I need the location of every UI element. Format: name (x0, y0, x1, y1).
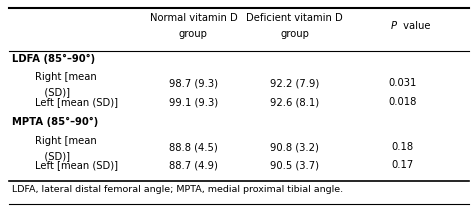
Text: 90.5 (3.7): 90.5 (3.7) (270, 159, 319, 170)
Text: 99.1 (9.3): 99.1 (9.3) (169, 97, 218, 107)
Text: MPTA (85°–90°): MPTA (85°–90°) (12, 116, 98, 126)
Text: Deficient vitamin D: Deficient vitamin D (246, 13, 343, 23)
Text: group: group (280, 28, 309, 38)
Text: 0.18: 0.18 (392, 141, 414, 151)
Text: LDFA, lateral distal femoral angle; MPTA, medial proximal tibial angle.: LDFA, lateral distal femoral angle; MPTA… (12, 184, 343, 193)
Text: Left [mean (SD)]: Left [mean (SD)] (35, 159, 118, 170)
Text: 0.031: 0.031 (388, 78, 417, 88)
Text: (SD)]: (SD)] (35, 150, 70, 160)
Text: 92.2 (7.9): 92.2 (7.9) (270, 78, 319, 88)
Text: group: group (179, 28, 208, 38)
Text: P: P (391, 21, 397, 31)
Text: 90.8 (3.2): 90.8 (3.2) (270, 141, 319, 151)
Text: 0.17: 0.17 (392, 159, 414, 170)
Text: 92.6 (8.1): 92.6 (8.1) (270, 97, 319, 107)
Text: (SD)]: (SD)] (35, 87, 70, 97)
Text: Normal vitamin D: Normal vitamin D (149, 13, 237, 23)
Text: Left [mean (SD)]: Left [mean (SD)] (35, 97, 118, 107)
Text: 0.018: 0.018 (388, 97, 417, 107)
Text: 88.8 (4.5): 88.8 (4.5) (169, 141, 218, 151)
Text: Right [mean: Right [mean (35, 72, 97, 82)
Text: 98.7 (9.3): 98.7 (9.3) (169, 78, 218, 88)
Text: Right [mean: Right [mean (35, 135, 97, 145)
Text: 88.7 (4.9): 88.7 (4.9) (169, 159, 218, 170)
Text: value: value (400, 21, 431, 31)
Text: LDFA (85°–90°): LDFA (85°–90°) (12, 54, 95, 64)
